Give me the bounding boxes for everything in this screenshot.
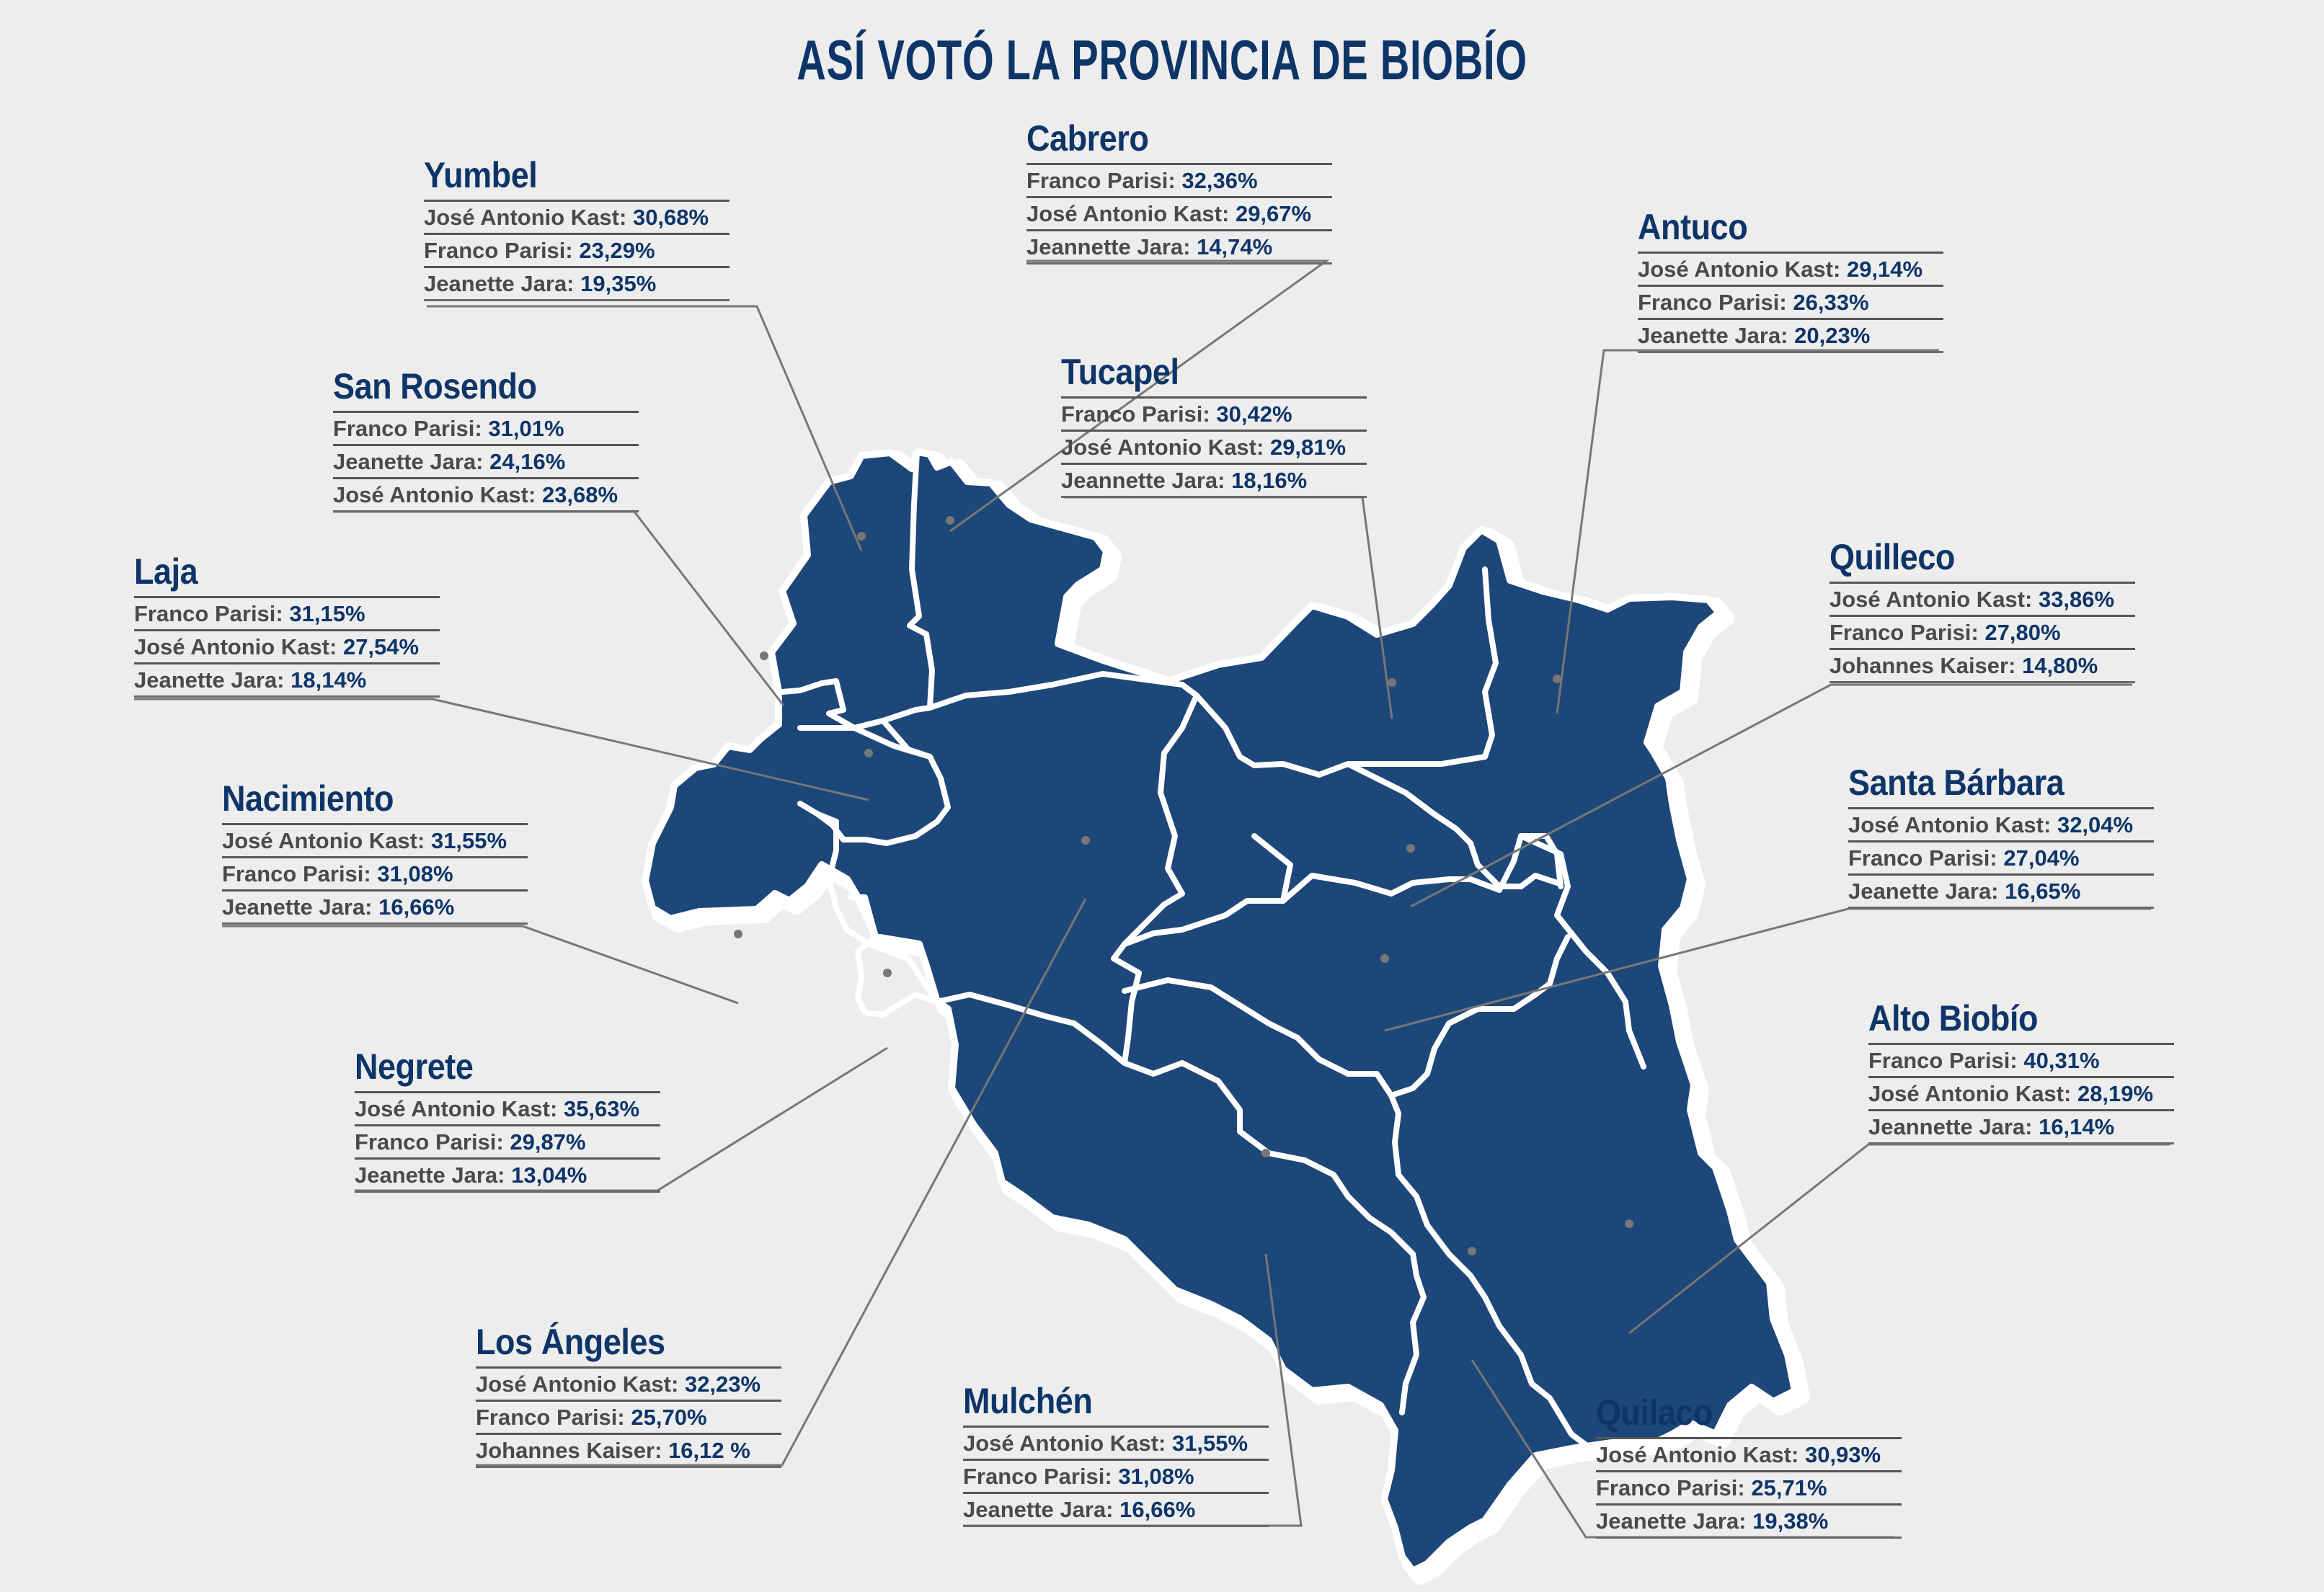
commune-dots	[734, 516, 1633, 1255]
result-row: Jeanette Jara: 24,16%	[333, 444, 639, 477]
commune-borders	[779, 449, 1646, 1448]
result-row: Jeanette Jara: 16,65%	[1848, 873, 2154, 909]
leader-laja	[134, 698, 869, 801]
dot-cabrero	[946, 516, 954, 525]
leader-alto-biobio	[1628, 1143, 2170, 1335]
leader-quilleco	[1410, 683, 2132, 908]
result-row: Franco Parisi: 29,87%	[355, 1124, 660, 1157]
result-row: Franco Parisi: 31,08%	[963, 1459, 1269, 1492]
commune-name: Quilaco	[1596, 1392, 1713, 1433]
result-row: Franco Parisi: 40,31%	[1868, 1043, 2174, 1076]
commune-card-laja: Laja Franco Parisi: 31,15% José Antonio …	[134, 551, 440, 698]
dot-quilaco	[1468, 1247, 1476, 1255]
commune-card-tucapel: Tucapel Franco Parisi: 30,42% José Anton…	[1061, 352, 1367, 498]
commune-card-quilaco: Quilaco José Antonio Kast: 30,93% Franco…	[1596, 1392, 1902, 1539]
result-row: José Antonio Kast: 32,04%	[1848, 807, 2154, 840]
result-row: José Antonio Kast: 30,68%	[424, 200, 729, 233]
commune-name: Tucapel	[1061, 352, 1179, 392]
commune-name: Cabrero	[1026, 118, 1149, 159]
dot-nacimiento	[734, 930, 742, 938]
result-row: Jeanette Jara: 13,04%	[355, 1157, 660, 1193]
leader-antuco	[1556, 349, 1939, 714]
commune-name: Yumbel	[424, 155, 538, 195]
dot-mulchen	[1261, 1149, 1270, 1157]
leader-cabrero	[949, 259, 1330, 533]
leader-nacimiento	[222, 925, 739, 1005]
commune-name: Santa Bárbara	[1848, 762, 2064, 803]
result-row: José Antonio Kast: 30,93%	[1596, 1437, 1902, 1470]
dot-negrete	[883, 969, 892, 977]
dot-quilleco	[1406, 844, 1415, 853]
result-row: José Antonio Kast: 31,55%	[963, 1426, 1269, 1459]
commune-name: Laja	[134, 551, 198, 592]
dot-yumbel	[857, 532, 866, 541]
result-row: Franco Parisi: 23,29%	[424, 233, 729, 266]
commune-name: Quilleco	[1830, 537, 1955, 577]
commune-name: San Rosendo	[333, 366, 537, 406]
result-row: Jeannette Jara: 16,14%	[1868, 1109, 2174, 1144]
province-outline	[642, 448, 1810, 1585]
dot-tucapel	[1388, 678, 1396, 687]
commune-card-san-rosendo: San Rosendo Franco Parisi: 31,01% Jeanet…	[333, 366, 639, 512]
commune-card-los-angeles: Los Ángeles José Antonio Kast: 32,23% Fr…	[476, 1322, 781, 1468]
result-row: José Antonio Kast: 27,54%	[134, 629, 440, 662]
result-row: Franco Parisi: 31,01%	[333, 411, 639, 444]
result-row: Franco Parisi: 26,33%	[1638, 285, 1943, 318]
dot-antuco	[1553, 675, 1561, 683]
dot-laja	[864, 749, 873, 757]
commune-name: Nacimiento	[222, 778, 394, 819]
commune-card-negrete: Negrete José Antonio Kast: 35,63% Franco…	[355, 1046, 660, 1193]
result-row: Jeannette Jara: 18,16%	[1061, 463, 1367, 498]
commune-card-quilleco: Quilleco José Antonio Kast: 33,86% Franc…	[1830, 537, 2135, 683]
leader-los-angeles	[476, 898, 1087, 1467]
result-row: Franco Parisi: 30,42%	[1061, 396, 1367, 430]
result-row: Franco Parisi: 27,04%	[1848, 840, 2154, 873]
commune-card-santa-barbara: Santa Bárbara José Antonio Kast: 32,04% …	[1848, 762, 2154, 909]
result-row: Jeannette Jara: 14,74%	[1026, 229, 1332, 264]
result-row: José Antonio Kast: 23,68%	[333, 477, 639, 512]
result-row: Jeanette Jara: 20,23%	[1638, 318, 1943, 353]
result-row: Jeanette Jara: 18,14%	[134, 662, 440, 698]
commune-name: Negrete	[355, 1046, 474, 1087]
result-row: Franco Parisi: 32,36%	[1026, 163, 1332, 196]
result-row: Jeanette Jara: 16,66%	[963, 1492, 1269, 1527]
result-row: Franco Parisi: 25,70%	[476, 1400, 781, 1433]
commune-card-cabrero: Cabrero Franco Parisi: 32,36% José Anton…	[1026, 118, 1332, 264]
dot-los-angeles	[1081, 836, 1090, 845]
page-title: ASÍ VOTÓ LA PROVINCIA DE BIOBÍO	[797, 28, 1527, 92]
result-row: Franco Parisi: 31,08%	[222, 856, 528, 889]
leader-yumbel	[427, 305, 863, 551]
result-row: José Antonio Kast: 29,14%	[1638, 252, 1943, 285]
result-row: José Antonio Kast: 32,23%	[476, 1366, 781, 1400]
result-row: Johannes Kaiser: 14,80%	[1830, 648, 2135, 683]
result-row: José Antonio Kast: 33,86%	[1830, 582, 2135, 615]
commune-card-alto-biobio: Alto Biobío Franco Parisi: 40,31% José A…	[1868, 998, 2174, 1144]
commune-card-nacimiento: Nacimiento José Antonio Kast: 31,55% Fra…	[222, 778, 528, 925]
result-row: Franco Parisi: 31,15%	[134, 596, 440, 629]
result-row: Jeanette Jara: 19,35%	[424, 266, 729, 301]
result-row: Jeanette Jara: 16,66%	[222, 889, 528, 925]
commune-card-yumbel: Yumbel José Antonio Kast: 30,68% Franco …	[424, 155, 729, 301]
result-row: José Antonio Kast: 31,55%	[222, 823, 528, 856]
result-row: Jeanette Jara: 19,38%	[1596, 1503, 1902, 1539]
result-row: José Antonio Kast: 29,67%	[1026, 196, 1332, 229]
commune-card-antuco: Antuco José Antonio Kast: 29,14% Franco …	[1638, 207, 1943, 353]
dot-santa-barbara	[1380, 954, 1389, 963]
result-row: Franco Parisi: 25,71%	[1596, 1470, 1902, 1503]
commune-name: Los Ángeles	[476, 1322, 665, 1362]
result-row: Johannes Kaiser: 16,12 %	[476, 1433, 781, 1468]
result-row: José Antonio Kast: 29,81%	[1061, 430, 1367, 463]
leader-santa-barbara	[1384, 907, 2151, 1032]
dot-alto-biobio	[1625, 1219, 1633, 1228]
commune-name: Mulchén	[963, 1381, 1093, 1421]
dot-san-rosendo	[760, 652, 768, 660]
commune-name: Alto Biobío	[1868, 998, 2038, 1039]
result-row: Franco Parisi: 27,80%	[1830, 615, 2135, 648]
result-row: José Antonio Kast: 35,63%	[355, 1091, 660, 1124]
commune-name: Antuco	[1638, 207, 1748, 247]
result-row: José Antonio Kast: 28,19%	[1868, 1076, 2174, 1109]
commune-card-mulchen: Mulchén José Antonio Kast: 31,55% Franco…	[963, 1381, 1269, 1527]
